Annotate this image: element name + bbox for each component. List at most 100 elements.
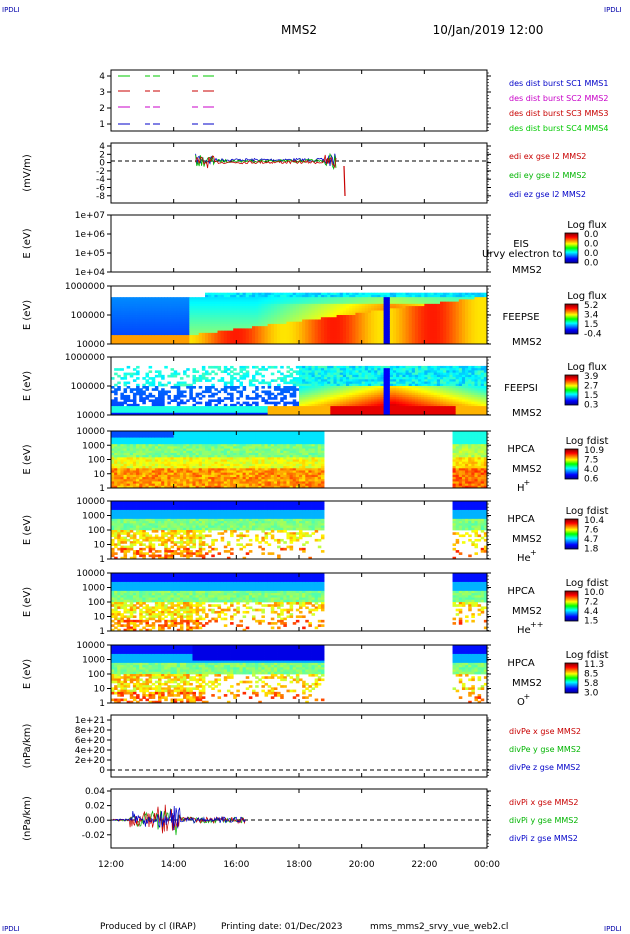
ytick-label: 10000: [76, 497, 105, 507]
ytick-label: 1: [99, 555, 105, 565]
colorbar-tick-label: 1.8: [584, 545, 599, 555]
ytick-label: 1000: [82, 441, 105, 451]
colorbar-tick-label: 0.0: [584, 249, 599, 259]
legend-entry: des dist burst SC2 MMS2: [509, 94, 608, 103]
colorbar-tick-label: 0.3: [584, 401, 598, 411]
x-axis-tick-labels: 12:00 14:00 16:00 18:00 20:00 22:00 00:00: [98, 70, 500, 870]
corner-mark-bottom-right: IPDLI: [604, 925, 622, 933]
eis-instrument-name: EIS: [513, 239, 529, 250]
hpca_hepp-species-charge: ++: [530, 620, 543, 629]
ytick-label: 100: [88, 670, 105, 680]
panel-feepsi: 1000000 100000 10000 E (eV) FEEPSI MMS2 Log fl…: [22, 353, 607, 421]
legend-entry: divPi y gse MMS2: [509, 816, 578, 825]
colorbar-tick-label: 0.0: [584, 230, 599, 240]
hpca_o-species: O: [517, 697, 525, 708]
ytick-label: 10000: [76, 427, 105, 437]
hpca_he-ylabel: E (eV): [22, 515, 33, 545]
eis-colorbar: [564, 232, 579, 264]
ytick-label: 1e+21: [75, 716, 105, 726]
hpca_hepp-spacecraft-name: MMS2: [512, 606, 542, 617]
ytick-label: 1e+04: [75, 268, 106, 278]
colorbar-tick-label: 1.5: [584, 320, 598, 330]
panels: 4 3 2 1 des dist burst SC1 MMS1 des dist burs…: [22, 69, 609, 849]
ytick-label: 4: [99, 72, 105, 82]
ytick-label: 2: [99, 150, 105, 160]
hpca_o-spacecraft-name: MMS2: [512, 678, 542, 689]
hpca_h-colorbar-title: Log fdist: [566, 436, 609, 447]
legend-entry: edi ex gse l2 MMS2: [509, 152, 586, 161]
panel-hpca_hepp: 10000 1000 100 10 1 E (eV) HPCA MMS2 He++ Log fdi…: [22, 569, 608, 637]
ytick-label: 0.00: [85, 816, 105, 826]
panel-burst: 4 3 2 1 des dist burst SC1 MMS1 des dist burs…: [99, 69, 608, 133]
feepse-instrument-name: FEEPSE: [502, 312, 539, 323]
hpca_he-colorbar: [564, 518, 579, 550]
colorbar-tick-label: 7.5: [584, 456, 598, 466]
hpca_o-instrument-name: HPCA: [507, 658, 535, 669]
feepsi-spacecraft-name: MMS2: [512, 408, 542, 419]
eis-frame: [110, 214, 488, 273]
ytick-label: 100000: [71, 311, 106, 321]
hpca_hepp-colorbar: [564, 590, 579, 622]
hpca_h-spacecraft-name: MMS2: [512, 464, 542, 475]
eis-spacecraft-name: MMS2: [512, 265, 542, 276]
legend-entry: des dist burst SC4 MMS4: [509, 124, 608, 133]
xtick-label: 22:00: [411, 860, 437, 870]
colorbar-tick-label: 10.4: [584, 516, 604, 526]
feepsi-colorbar-title: Log flux: [567, 362, 607, 373]
burst-traces: [118, 75, 214, 125]
xtick-label: 00:00: [474, 860, 500, 870]
datetime-title: 10/Jan/2019 12:00: [433, 23, 544, 37]
hpca_o-colorbar: [564, 662, 579, 694]
ytick-label: 0.04: [85, 787, 105, 797]
ytick-label: 1: [99, 627, 105, 637]
hpca_o-spectrogram: [111, 645, 488, 704]
colorbar-tick-label: 4.0: [584, 465, 599, 475]
hpca_he-colorbar-title: Log fdist: [566, 506, 609, 517]
colorbar-tick-label: 4.7: [584, 535, 598, 545]
edi-traces: [111, 152, 487, 197]
divpi-ylabel: (nPa/km): [22, 796, 33, 841]
hpca_he-instrument-name: HPCA: [507, 514, 535, 525]
divpe-frame: [110, 714, 488, 778]
legend-entry: des dist burst SC1 MMS1: [509, 79, 608, 88]
corner-mark-top-right: IPDLI: [604, 6, 622, 14]
colorbar-tick-label: 2.7: [584, 382, 598, 392]
colorbar-tick-label: 5.8: [584, 679, 599, 689]
legend-entry: des dist burst SC3 MMS3: [509, 109, 608, 118]
legend-entry: divPe z gse MMS2: [509, 763, 580, 772]
hpca_hepp-instrument-name: HPCA: [507, 586, 535, 597]
ytick-label: 0.02: [85, 802, 105, 812]
colorbar-tick-label: 7.6: [584, 526, 599, 536]
ytick-label: 4: [99, 142, 105, 152]
spacecraft-title: MMS2: [281, 23, 317, 37]
ytick-label: 2: [99, 104, 105, 114]
colorbar-tick-label: 3.0: [584, 689, 599, 699]
panel-divpi: 0.04 0.02 0.00 -0.02 (nPa/km) divPi x gse MMS…: [22, 787, 578, 849]
ytick-label: 10000: [76, 411, 105, 421]
hpca_he-spectrogram: [111, 501, 488, 560]
ytick-label: 10: [94, 470, 106, 480]
hpca_hepp-colorbar-title: Log fdist: [566, 578, 609, 589]
ytick-label: 6e+20: [75, 736, 106, 746]
ytick-label: 10000: [76, 569, 105, 579]
ytick-label: 10: [94, 613, 106, 623]
ytick-label: 1e+06: [75, 230, 106, 240]
colorbar-tick-label: 1.5: [584, 617, 598, 627]
legend-entry: divPe x gse MMS2: [509, 727, 581, 736]
ytick-label: -8: [96, 192, 105, 202]
panel-hpca_o: 10000 1000 100 10 1 E (eV) HPCA MMS2 O+ Log fdist…: [22, 641, 608, 709]
colorbar-tick-label: 10.0: [584, 588, 604, 598]
edi-frame: [110, 142, 488, 204]
ytick-label: 2e+20: [75, 756, 106, 766]
colorbar-tick-label: 5.2: [584, 301, 598, 311]
footer-produced-by: Produced by cl (IRAP): [100, 922, 196, 932]
eis-overlay-text: Urvy electron to: [482, 249, 563, 260]
footer-printing-date: Printing date: 01/Dec/2023: [221, 922, 343, 932]
colorbar-tick-label: 8.5: [584, 670, 598, 680]
hpca_h-instrument-name: HPCA: [507, 444, 535, 455]
divpi-traces: [111, 804, 487, 836]
xtick-label: 20:00: [349, 860, 375, 870]
hpca_h-species-charge: +: [524, 478, 531, 487]
ytick-label: 1000: [82, 656, 105, 666]
